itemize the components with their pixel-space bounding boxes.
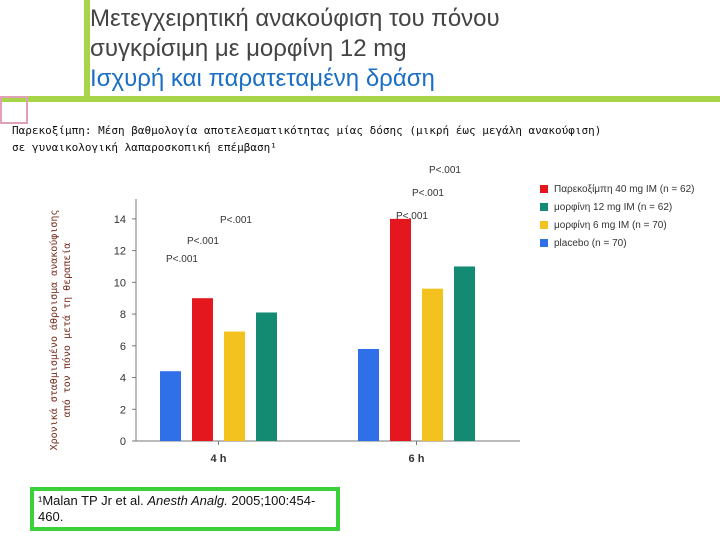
legend-label: μορφίνη 6 mg IM (n = 70): [554, 220, 667, 231]
bar-6h-series-3: [358, 348, 379, 441]
legend-label: placebo (n = 70): [554, 238, 627, 249]
p-value-annotation: P<.001: [220, 215, 252, 226]
title-line-3: Ισχυρή και παρατεταμένη δράση: [90, 65, 435, 92]
subtitle-line-1: Παρεκοξίμπη: Μέση βαθμολογία αποτελεσματ…: [12, 124, 602, 137]
subtitle-line-2: σε γυναικολογική λαπαροσκοπική επέμβαση¹: [12, 141, 277, 154]
p-value-annotation: P<.001: [396, 211, 428, 222]
legend-swatch: [540, 221, 548, 230]
y-tick-label: 14: [114, 214, 126, 226]
reference-suffix: 2005;100:454-460.: [38, 493, 316, 524]
y-tick-label: 6: [120, 341, 126, 353]
p-value-annotation: P<.001: [429, 165, 461, 176]
x-tick-label: 6 h: [409, 453, 425, 465]
legend-swatch: [540, 239, 548, 248]
accent-bar-vertical: [84, 0, 90, 100]
legend-item: placebo (n = 70): [540, 238, 627, 249]
y-tick-label: 8: [120, 309, 126, 321]
legend-item: Παρεκοξίμπη 40 mg IM (n = 62): [540, 184, 695, 195]
reference-box: ¹Malan TP Jr et al. Anesth Analg. 2005;1…: [30, 487, 340, 531]
p-value-annotation: P<.001: [187, 236, 219, 247]
legend-item: μορφίνη 6 mg IM (n = 70): [540, 220, 667, 231]
legend-item: μορφίνη 12 mg IM (n = 62): [540, 202, 672, 213]
y-tick-label: 12: [114, 246, 126, 258]
reference-prefix: ¹Malan TP Jr et al.: [38, 493, 148, 508]
y-tick-label: 4: [120, 373, 126, 385]
bar-4h-series-2: [224, 331, 245, 441]
bar-6h-series-1: [454, 266, 475, 441]
slide-title: Μετεγχειρητική ανακούφιση του πόνου συγκ…: [90, 4, 500, 94]
accent-bar-horizontal: [0, 96, 720, 102]
title-line-2: συγκρίσιμη με μορφίνη 12 mg: [90, 35, 407, 62]
legend-swatch: [540, 203, 548, 212]
bar-4h-series-0: [192, 298, 213, 441]
bar-4h-series-1: [256, 312, 277, 441]
p-value-annotation: P<.001: [412, 188, 444, 199]
p-value-annotation: P<.001: [166, 254, 198, 265]
bar-6h-series-0: [390, 218, 411, 441]
accent-square: [0, 96, 28, 124]
y-tick-label: 0: [120, 436, 126, 448]
y-tick-label: 2: [120, 404, 126, 416]
x-tick-label: 4 h: [211, 453, 227, 465]
legend-label: μορφίνη 12 mg IM (n = 62): [554, 202, 673, 213]
chart-subtitle: Παρεκοξίμπη: Μέση βαθμολογία αποτελεσματ…: [12, 122, 652, 156]
legend-swatch: [540, 185, 548, 194]
title-line-1: Μετεγχειρητική ανακούφιση του πόνου: [90, 5, 500, 32]
y-tick-label: 10: [114, 277, 126, 289]
reference-journal: Anesth Analg.: [147, 493, 228, 508]
bar-6h-series-2: [422, 288, 443, 441]
legend-label: Παρεκοξίμπη 40 mg IM (n = 62): [554, 184, 695, 195]
bar-4h-series-3: [160, 371, 181, 441]
